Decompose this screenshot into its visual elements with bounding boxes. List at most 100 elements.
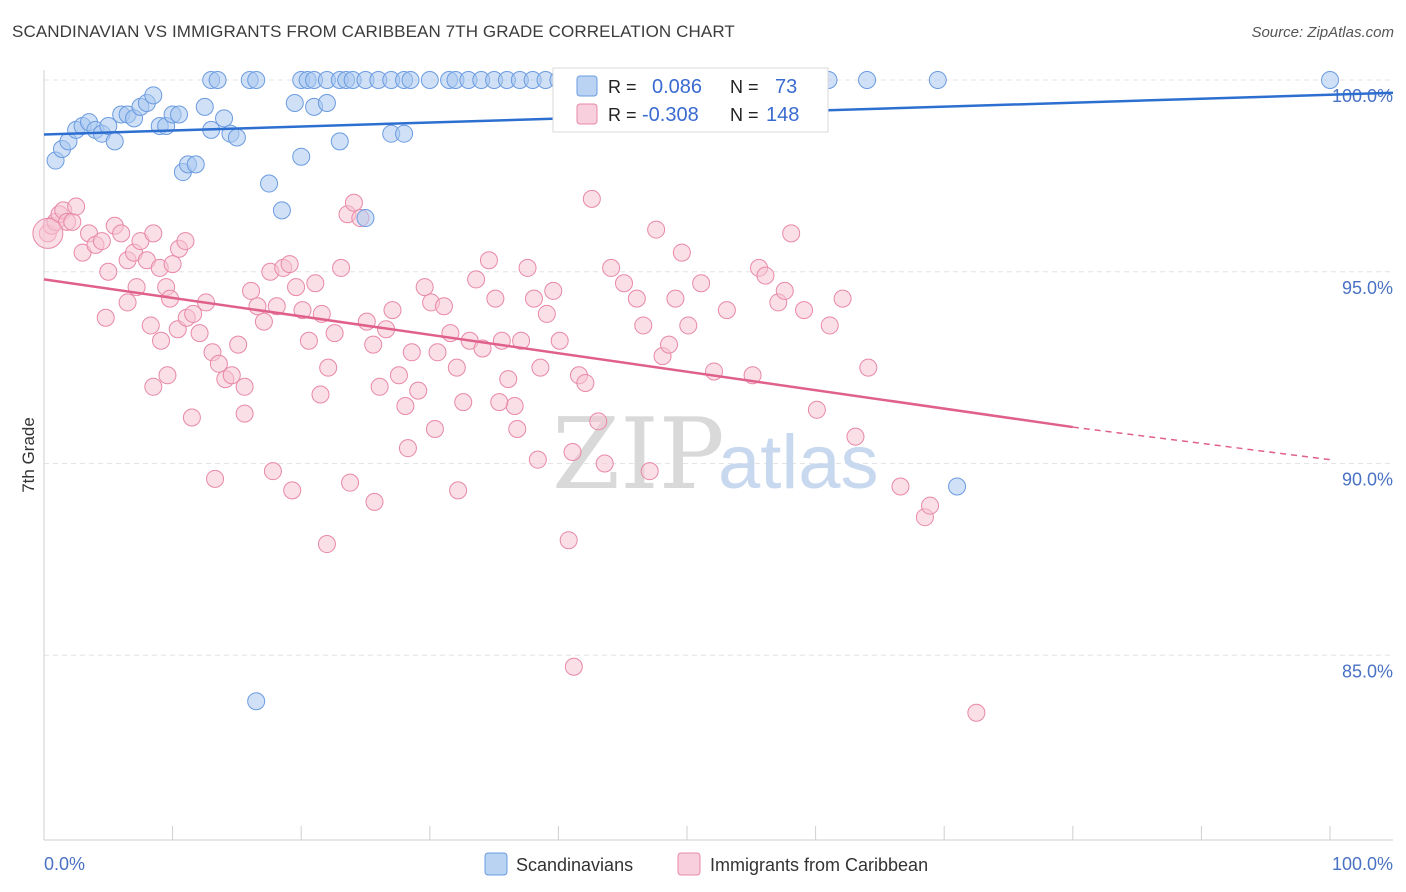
- point-caribbean: [833, 289, 852, 308]
- point-caribbean: [627, 289, 646, 308]
- y-tick-label: 100.0%: [1332, 86, 1393, 106]
- point-caribbean: [267, 297, 286, 316]
- point-caribbean: [365, 492, 384, 511]
- point-scandinavian: [144, 86, 163, 105]
- point-caribbean: [222, 366, 241, 385]
- point-caribbean: [293, 301, 312, 320]
- trendline-caribbean-extension: [1072, 426, 1331, 461]
- point-caribbean: [299, 331, 318, 350]
- point-caribbean: [659, 335, 678, 354]
- legend-n-value-blue: 73: [775, 76, 797, 98]
- point-caribbean: [595, 454, 614, 473]
- point-caribbean: [158, 366, 177, 385]
- point-scandinavian: [208, 71, 227, 89]
- legend-box: [552, 67, 829, 133]
- point-caribbean: [317, 535, 336, 554]
- legend-n-value-pink: 148: [766, 104, 799, 126]
- point-caribbean: [589, 412, 608, 431]
- point-caribbean: [891, 477, 910, 496]
- trendline-caribbean: [43, 278, 1073, 429]
- point-caribbean: [248, 297, 267, 316]
- point-caribbean: [756, 266, 775, 285]
- point-scandinavian: [401, 71, 420, 89]
- legend-r-label-blue: R =: [608, 77, 637, 97]
- point-caribbean: [782, 224, 801, 243]
- point-caribbean: [434, 297, 453, 316]
- point-caribbean: [921, 496, 940, 515]
- point-caribbean: [505, 396, 524, 415]
- legend-r-label-pink: R =: [608, 105, 637, 125]
- source-credit: Source: ZipAtlas.com: [1251, 24, 1394, 41]
- point-caribbean: [163, 255, 182, 274]
- chart-title: SCANDINAVIAN VS IMMIGRANTS FROM CARIBBEA…: [12, 22, 735, 41]
- point-caribbean: [692, 274, 711, 293]
- legend-swatch-pink: [576, 103, 598, 125]
- point-caribbean: [531, 358, 550, 377]
- x-tick-label-max: 100.0%: [1332, 854, 1393, 874]
- point-caribbean: [672, 243, 691, 262]
- point-scandinavian: [1321, 71, 1339, 89]
- point-caribbean: [640, 462, 659, 481]
- point-caribbean: [499, 370, 518, 389]
- legend-swatch-blue: [576, 75, 598, 97]
- point-caribbean: [428, 343, 447, 362]
- point-caribbean: [229, 335, 248, 354]
- point-caribbean: [67, 197, 86, 216]
- point-caribbean: [118, 293, 137, 312]
- point-caribbean: [467, 270, 486, 289]
- point-caribbean: [344, 193, 363, 212]
- point-caribbean: [563, 442, 582, 461]
- point-caribbean: [389, 366, 408, 385]
- point-caribbean: [820, 316, 839, 335]
- point-caribbean: [576, 373, 595, 392]
- point-caribbean: [647, 220, 666, 239]
- legend-r-value-pink: -0.308: [642, 104, 699, 126]
- point-caribbean: [144, 377, 163, 396]
- point-scandinavian: [215, 109, 234, 128]
- point-scandinavian: [356, 209, 375, 228]
- point-caribbean: [311, 385, 330, 404]
- point-caribbean: [364, 335, 383, 354]
- point-caribbean: [775, 281, 794, 300]
- legend-r-value-blue: 0.086: [652, 76, 702, 98]
- legend-series: Scandinavians Immigrants from Caribbean: [484, 852, 928, 876]
- point-scandinavian: [948, 477, 967, 496]
- point-caribbean: [425, 419, 444, 438]
- point-caribbean: [846, 427, 865, 446]
- point-caribbean: [280, 255, 299, 274]
- point-scandinavian: [247, 692, 266, 711]
- point-scandinavian: [195, 97, 214, 116]
- point-caribbean: [447, 358, 466, 377]
- point-caribbean: [508, 419, 527, 438]
- x-tick-label-min: 0.0%: [44, 854, 85, 874]
- point-caribbean: [614, 274, 633, 293]
- point-scandinavian: [858, 71, 877, 89]
- point-scandinavian: [227, 128, 246, 147]
- point-caribbean: [206, 469, 225, 488]
- point-caribbean: [415, 278, 434, 297]
- point-caribbean: [99, 262, 118, 281]
- point-caribbean: [190, 324, 209, 343]
- point-scandinavian: [170, 105, 189, 124]
- legend-bottom-swatch-blue: [484, 852, 508, 876]
- point-caribbean: [112, 224, 131, 243]
- point-scandinavian: [247, 71, 266, 89]
- point-caribbean: [306, 274, 325, 293]
- point-caribbean: [235, 377, 254, 396]
- point-caribbean: [550, 331, 569, 350]
- point-caribbean: [398, 439, 417, 458]
- point-caribbean: [544, 281, 563, 300]
- point-caribbean: [63, 212, 82, 231]
- point-caribbean: [176, 232, 195, 251]
- point-scandinavian: [317, 94, 336, 113]
- point-caribbean: [319, 358, 338, 377]
- point-caribbean: [582, 189, 601, 208]
- point-caribbean: [144, 224, 163, 243]
- point-caribbean: [242, 281, 261, 300]
- point-caribbean: [559, 531, 578, 550]
- point-caribbean: [666, 289, 685, 308]
- point-caribbean: [141, 316, 160, 335]
- point-caribbean: [807, 400, 826, 419]
- point-scandinavian: [928, 71, 947, 89]
- point-caribbean: [795, 301, 814, 320]
